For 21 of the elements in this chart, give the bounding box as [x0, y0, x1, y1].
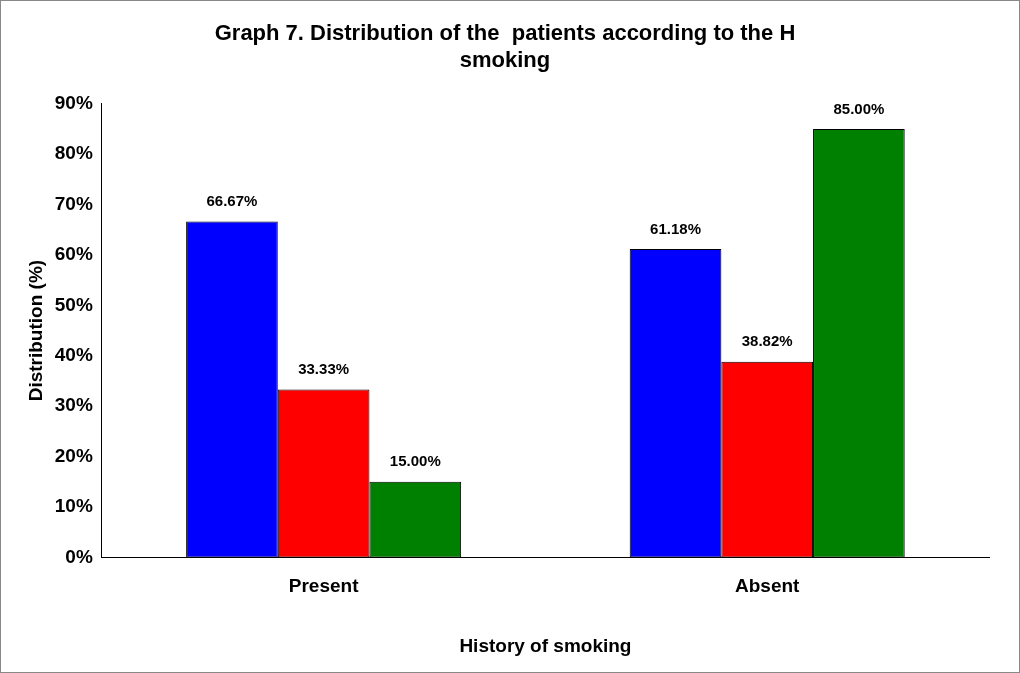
x-tick-label: Absent [735, 575, 801, 597]
y-axis-title: Distribution (%) [24, 259, 46, 402]
data-label: 33.33% [298, 360, 350, 378]
data-label: 61.18% [650, 219, 701, 237]
y-tick-label: 40% [54, 344, 93, 366]
y-tick-label: 20% [54, 444, 93, 466]
x-tick-label: Present [288, 575, 360, 597]
y-tick-label: 60% [54, 243, 93, 265]
y-tick-label: 50% [54, 293, 93, 315]
data-label: 38.82% [741, 332, 793, 350]
y-tick-label: 80% [54, 142, 93, 164]
y-tick-label: 30% [54, 394, 93, 416]
x-axis-title: History of smoking [459, 634, 632, 656]
y-tick-label: 70% [54, 192, 93, 214]
y-tick-label: 0% [65, 545, 93, 567]
data-label: 66.67% [206, 192, 258, 210]
data-label: 85.00% [833, 99, 885, 117]
data-label: 15.00% [389, 452, 441, 470]
chart-title: Graph 7. Distribution of the patients according to the H smoking [214, 20, 796, 72]
y-tick-label: 90% [54, 92, 93, 114]
y-tick-label: 10% [54, 495, 93, 517]
